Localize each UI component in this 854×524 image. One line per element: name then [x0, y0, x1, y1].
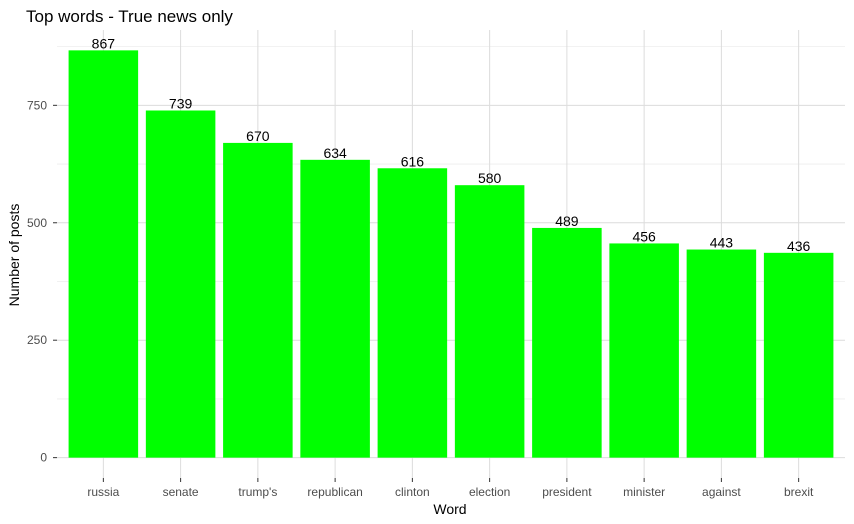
y-tick-label: 750: [27, 98, 47, 112]
x-axis-title: Word: [433, 501, 466, 517]
y-axis-title: Number of posts: [6, 204, 22, 307]
data-label: 739: [169, 95, 193, 111]
bar: [609, 243, 679, 458]
data-label: 443: [710, 235, 734, 251]
data-label: 489: [555, 213, 579, 229]
bar: [763, 252, 834, 458]
bar: [145, 110, 216, 458]
bar: [532, 227, 602, 458]
data-label: 436: [787, 238, 811, 254]
x-tick-label: election: [469, 485, 510, 499]
data-label: 616: [401, 153, 425, 169]
bar: [377, 168, 448, 458]
x-tick-label: trump's: [238, 485, 277, 499]
bar: [300, 159, 370, 458]
data-label: 867: [92, 35, 116, 51]
x-tick-label: clinton: [395, 485, 430, 499]
chart-title: Top words - True news only: [26, 7, 233, 26]
y-tick-label: 500: [27, 216, 47, 230]
data-label: 670: [246, 128, 270, 144]
bar: [686, 249, 757, 458]
y-axis: 0 250 500 750: [27, 98, 57, 465]
data-label: 634: [323, 145, 347, 161]
x-axis: russia senate trump's republican clinton elec…: [87, 478, 814, 499]
bar: [68, 50, 139, 458]
y-tick-label: 250: [27, 333, 47, 347]
bars: [68, 50, 834, 458]
x-tick-label: against: [702, 485, 741, 499]
x-tick-label: senate: [163, 485, 199, 499]
x-tick-label: brexit: [784, 485, 814, 499]
y-tick-label: 0: [40, 451, 47, 465]
x-tick-label: russia: [87, 485, 119, 499]
x-tick-label: president: [542, 485, 592, 499]
bar: [454, 185, 525, 458]
data-labels: 867 739 670 634 616 580 489 456 443 436: [92, 35, 811, 253]
x-tick-label: republican: [307, 485, 362, 499]
data-label: 580: [478, 170, 502, 186]
bar: [223, 142, 293, 458]
data-label: 456: [632, 228, 656, 244]
x-tick-label: minister: [623, 485, 665, 499]
